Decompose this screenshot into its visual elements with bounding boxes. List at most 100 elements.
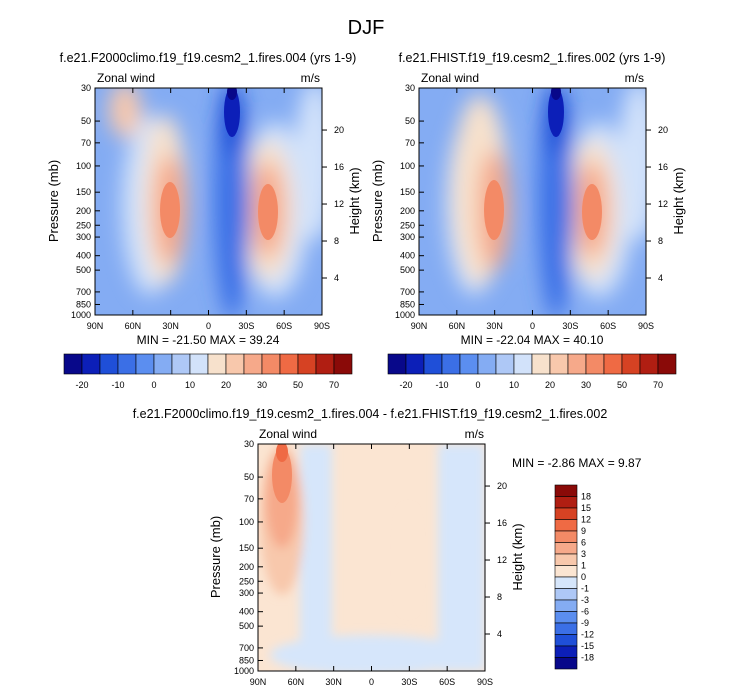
y2-tick-label: 8 <box>497 592 502 602</box>
colorbar-label: 20 <box>221 380 231 390</box>
y2-tick-label: 16 <box>658 162 668 172</box>
y-tick-label: 50 <box>81 116 91 126</box>
colorbar-swatch <box>554 634 578 647</box>
colorbar-swatch <box>603 353 623 375</box>
x-tick-label: 30N <box>162 321 179 331</box>
colorbar-label: 18 <box>581 492 591 502</box>
y2-tick-label: 12 <box>334 199 344 209</box>
panel-b-y2label: Height (km) <box>671 167 686 234</box>
panel-c-axes: 90N 60N 30N 0 30S 60S 90S 30 50 70 100 150 200 250 300… <box>234 439 507 687</box>
y-tick-label: 70 <box>244 494 254 504</box>
y-tick-label: 850 <box>400 299 415 309</box>
colorbar-swatch <box>243 353 263 375</box>
y-tick-label: 500 <box>76 265 91 275</box>
colorbar-label: 0 <box>475 380 480 390</box>
colorbar-swatch <box>405 353 425 375</box>
colorbar-swatch <box>554 484 578 497</box>
colorbar-swatch <box>297 353 317 375</box>
colorbar-swatch <box>495 353 515 375</box>
y-tick-label: 200 <box>76 206 91 216</box>
y-tick-label: 400 <box>239 607 254 617</box>
colorbar-swatch <box>135 353 155 375</box>
colorbar-swatch <box>81 353 101 375</box>
colorbar-swatch <box>315 353 335 375</box>
colorbar-label: 30 <box>257 380 267 390</box>
colorbar-label: 10 <box>185 380 195 390</box>
colorbar-swatch <box>423 353 443 375</box>
y-tick-label: 850 <box>239 655 254 665</box>
colorbar-label: -20 <box>75 380 88 390</box>
colorbar-swatch <box>279 353 299 375</box>
panel-a-y2label: Height (km) <box>347 167 362 234</box>
y2-tick-label: 12 <box>658 199 668 209</box>
colorbar-swatch <box>117 353 137 375</box>
colorbar-swatch <box>554 542 578 555</box>
panel-b-ylabel: Pressure (mb) <box>370 160 385 242</box>
y-tick-label: 400 <box>76 251 91 261</box>
colorbar-swatch <box>554 507 578 520</box>
y-tick-label: 400 <box>400 251 415 261</box>
colorbar-swatch <box>207 353 227 375</box>
y2-tick-label: 8 <box>658 236 663 246</box>
colorbar-swatch <box>153 353 173 375</box>
colorbar-label: 3 <box>581 549 586 559</box>
y-tick-label: 700 <box>239 643 254 653</box>
colorbar-swatch <box>554 530 578 543</box>
colorbar-swatch <box>261 353 281 375</box>
colorbar-label: -10 <box>435 380 448 390</box>
panel-b-left-label: Zonal wind <box>421 71 479 85</box>
colorbar-swatch <box>554 622 578 635</box>
colorbar-swatch <box>554 611 578 624</box>
colorbar-swatch <box>585 353 605 375</box>
y2-tick-label: 16 <box>334 162 344 172</box>
panel-b: f.e21.FHIST.f19_f19.cesm2_1.fires.002 (y… <box>370 51 686 390</box>
colorbar-swatch <box>554 553 578 566</box>
panel-a-stats: MIN = -21.50 MAX = 39.24 <box>137 333 280 347</box>
x-tick-label: 30S <box>238 321 254 331</box>
x-tick-label: 60S <box>439 677 455 687</box>
x-tick-label: 60S <box>276 321 292 331</box>
y2-tick-label: 4 <box>497 629 502 639</box>
y-tick-label: 70 <box>405 138 415 148</box>
x-tick-label: 90S <box>314 321 330 331</box>
x-tick-label: 30N <box>486 321 503 331</box>
colorbar-label: 9 <box>581 526 586 536</box>
x-tick-label: 30S <box>562 321 578 331</box>
y2-tick-label: 20 <box>334 125 344 135</box>
colorbar-swatch <box>477 353 497 375</box>
x-tick-label: 60N <box>125 321 142 331</box>
colorbar-swatch <box>567 353 587 375</box>
x-tick-label: 30S <box>401 677 417 687</box>
panel-b-axes: 90N 60N 30N 0 30S 60S 90S 30 50 70 100 150 200 250 300… <box>395 83 668 331</box>
colorbar-label: -3 <box>581 595 589 605</box>
colorbar-swatch <box>63 353 83 375</box>
y2-tick-label: 12 <box>497 555 507 565</box>
colorbar-swatch <box>441 353 461 375</box>
y-tick-label: 700 <box>76 287 91 297</box>
y2-tick-label: 20 <box>658 125 668 135</box>
x-tick-label: 90N <box>87 321 104 331</box>
panel-b-stats: MIN = -22.04 MAX = 40.10 <box>461 333 604 347</box>
y-tick-label: 1000 <box>71 310 91 320</box>
x-tick-label: 0 <box>206 321 211 331</box>
colorbar-swatch <box>554 565 578 578</box>
y-tick-label: 300 <box>400 232 415 242</box>
y-tick-label: 150 <box>400 187 415 197</box>
colorbar-label: -18 <box>581 653 594 663</box>
colorbar-swatch <box>554 645 578 658</box>
y-tick-label: 300 <box>239 588 254 598</box>
panel-a-colorbar: -20 -10 0 10 20 30 50 70 <box>63 353 353 390</box>
colorbar-swatch <box>657 353 677 375</box>
colorbar-swatch <box>99 353 119 375</box>
colorbar-swatch <box>621 353 641 375</box>
panel-c-ylabel: Pressure (mb) <box>208 516 223 598</box>
y-tick-label: 100 <box>400 161 415 171</box>
panel-c-left-label: Zonal wind <box>259 427 317 441</box>
colorbar-swatch <box>554 599 578 612</box>
colorbar-swatch <box>554 519 578 532</box>
colorbar-swatch <box>171 353 191 375</box>
panel-c-field <box>258 444 485 671</box>
panel-c-title: f.e21.F2000climo.f19_f19.cesm2_1.fires.0… <box>133 407 608 421</box>
